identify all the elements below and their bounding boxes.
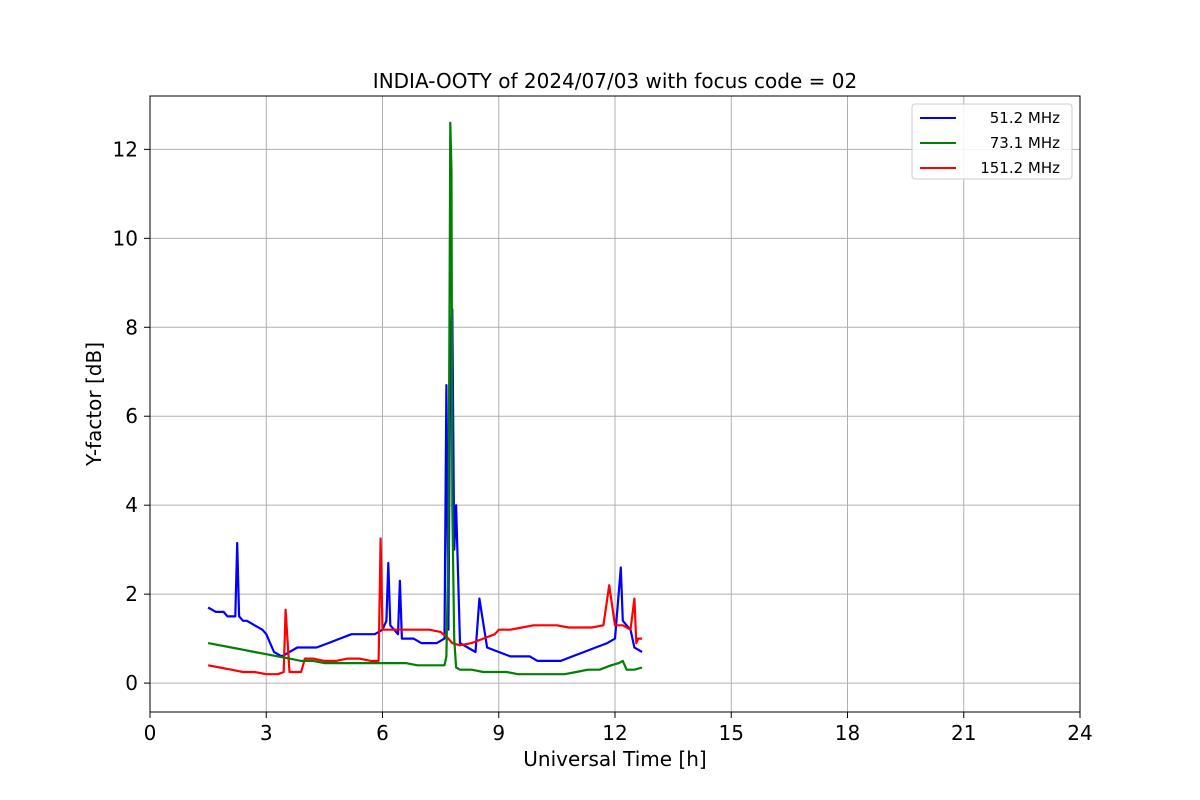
y-tick-label: 2 bbox=[125, 582, 138, 606]
grid-lines bbox=[149, 96, 1081, 712]
x-tick-label: 21 bbox=[951, 721, 976, 745]
chart-title: INDIA-OOTY of 2024/07/03 with focus code… bbox=[373, 69, 857, 93]
legend-box bbox=[911, 103, 1073, 180]
x-tick-label: 12 bbox=[602, 721, 627, 745]
series-line-73.1-mhz bbox=[207, 121, 643, 676]
x-tick-label: 15 bbox=[719, 721, 744, 745]
legend-label: 73.1 MHz bbox=[990, 134, 1060, 152]
legend-label: 51.2 MHz bbox=[990, 109, 1060, 127]
y-axis-title: Y-factor [dB] bbox=[82, 342, 106, 467]
x-tick-label: 9 bbox=[492, 721, 505, 745]
x-tick-label: 0 bbox=[144, 721, 157, 745]
series-line-151.2-mhz bbox=[207, 537, 643, 676]
legend: 51.2 MHz 73.1 MHz 151.2 MHz bbox=[911, 103, 1073, 180]
x-tick-label: 3 bbox=[260, 721, 273, 745]
y-tick-label: 6 bbox=[125, 404, 138, 428]
x-axis-title: Universal Time [h] bbox=[523, 747, 706, 771]
x-tick-label: 24 bbox=[1067, 721, 1092, 745]
y-tick-label: 4 bbox=[125, 493, 138, 517]
x-tick-label: 18 bbox=[835, 721, 860, 745]
y-tick-label: 12 bbox=[113, 137, 138, 161]
series-line-51.2-mhz bbox=[207, 308, 643, 663]
y-tick-label: 8 bbox=[125, 315, 138, 339]
y-tick-label: 10 bbox=[113, 226, 138, 250]
series-lines bbox=[207, 121, 643, 676]
x-tick-label: 6 bbox=[376, 721, 389, 745]
legend-label: 151.2 MHz bbox=[980, 159, 1060, 177]
y-tick-label: 0 bbox=[125, 671, 138, 695]
